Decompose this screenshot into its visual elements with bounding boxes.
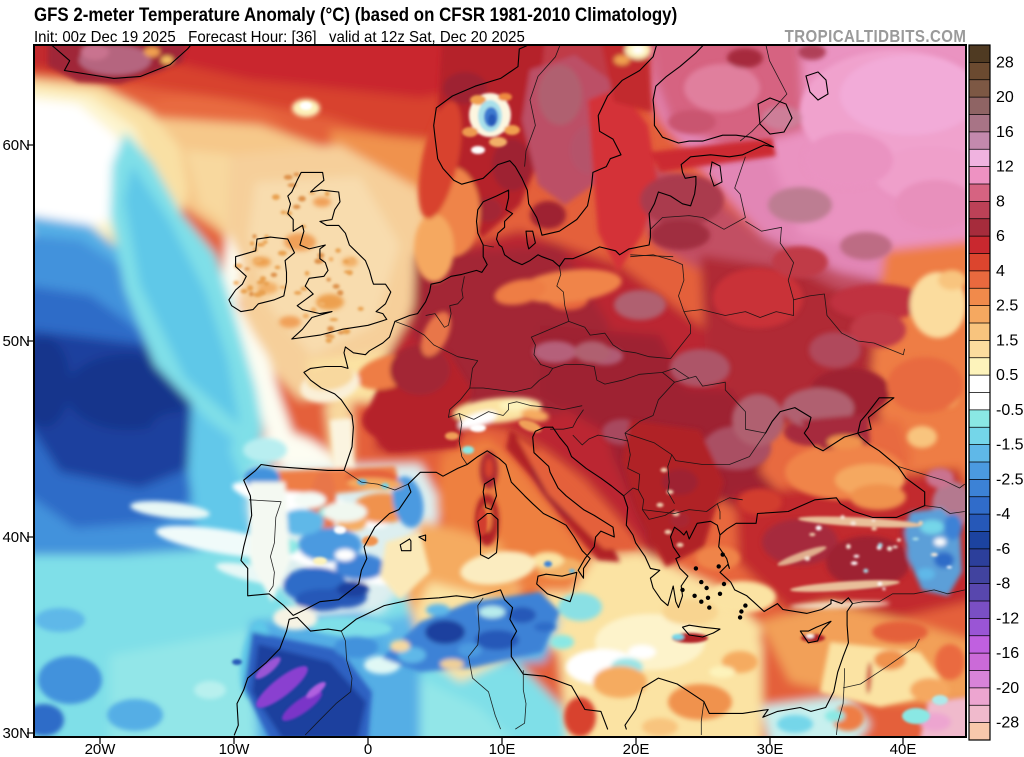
svg-text:4: 4 [996,263,1005,280]
svg-text:0.5: 0.5 [996,367,1018,384]
svg-text:10W: 10W [219,741,251,757]
svg-text:-6: -6 [996,541,1010,558]
svg-text:20: 20 [996,89,1014,106]
svg-text:20W: 20W [85,741,117,757]
svg-text:12: 12 [996,159,1014,176]
svg-text:20E: 20E [623,741,650,757]
svg-text:28: 28 [996,54,1014,71]
svg-text:-12: -12 [996,610,1019,627]
svg-text:-1.5: -1.5 [996,437,1024,454]
svg-text:2.5: 2.5 [996,298,1018,315]
svg-text:1.5: 1.5 [996,332,1018,349]
svg-text:-4: -4 [996,506,1010,523]
svg-text:16: 16 [996,124,1014,141]
svg-text:-28: -28 [996,715,1019,732]
svg-text:8: 8 [996,193,1005,210]
svg-text:-8: -8 [996,576,1010,593]
svg-text:40E: 40E [890,741,917,757]
svg-text:10E: 10E [489,741,516,757]
svg-text:30N: 30N [2,725,30,742]
svg-text:60N: 60N [2,137,30,154]
svg-text:30E: 30E [757,741,784,757]
svg-text:-2.5: -2.5 [996,471,1024,488]
svg-text:0: 0 [364,741,372,757]
svg-text:50N: 50N [2,333,30,350]
svg-text:-16: -16 [996,645,1019,662]
svg-text:40N: 40N [2,529,30,546]
svg-text:6: 6 [996,228,1005,245]
svg-text:-0.5: -0.5 [996,402,1024,419]
svg-text:-20: -20 [996,680,1019,697]
